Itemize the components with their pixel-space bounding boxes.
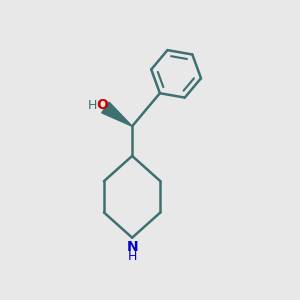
Text: H: H [128, 250, 137, 263]
Text: O: O [96, 98, 108, 112]
Polygon shape [102, 102, 132, 126]
Text: H: H [87, 100, 97, 112]
Text: N: N [126, 240, 138, 254]
